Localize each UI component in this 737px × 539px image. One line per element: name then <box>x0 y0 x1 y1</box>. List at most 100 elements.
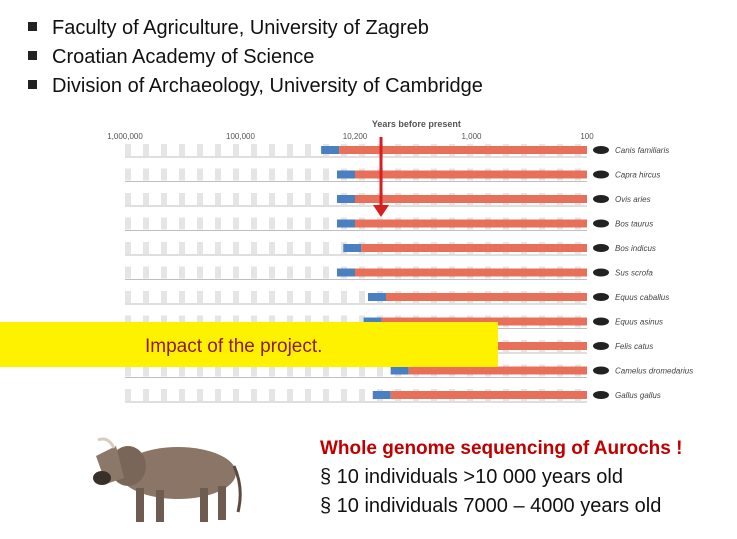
timeline-stripe <box>179 266 185 279</box>
timeline-stripe <box>143 315 149 328</box>
timeline-stripe <box>197 266 203 279</box>
timeline-stripe <box>197 291 203 303</box>
timeline-stripe <box>323 315 329 328</box>
timeline-stripe <box>125 193 131 205</box>
timeline-stripe <box>143 193 149 205</box>
timeline-stripe <box>251 315 257 328</box>
timeline-stripe <box>233 266 239 279</box>
domestication-origin-bar <box>367 293 386 301</box>
timeline-stripe <box>179 242 185 254</box>
species-label: Bos indicus <box>615 244 656 253</box>
timeline-stripe <box>215 315 221 328</box>
timeline-stripe <box>251 291 257 303</box>
timeline-stripe <box>287 364 293 377</box>
timeline-stripe <box>287 168 293 181</box>
timeline-stripe <box>233 242 239 254</box>
timeline-stripe <box>215 144 221 156</box>
axis-tick-label: 100,000 <box>226 132 255 141</box>
timeline-stripe <box>179 315 185 328</box>
timeline-stripe <box>197 144 203 156</box>
timeline-stripe <box>305 144 311 156</box>
timeline-stripe <box>161 217 167 230</box>
impact-banner-text: Impact of the project. <box>145 336 323 357</box>
axis-tick-label: 1,000 <box>461 132 482 141</box>
domestication-bar <box>385 293 587 301</box>
timeline-stripe <box>341 364 347 377</box>
timeline-stripe <box>269 242 275 254</box>
genome-line: § 10 individuals >10 000 years old <box>320 466 623 488</box>
timeline-stripe <box>215 291 221 303</box>
timeline-stripe <box>143 217 149 230</box>
timeline-stripe <box>305 242 311 254</box>
timeline-stripe <box>179 364 185 377</box>
timeline-stripe <box>161 144 167 156</box>
timeline-stripe <box>323 242 329 254</box>
timeline-stripe <box>305 266 311 279</box>
timeline-stripe <box>305 193 311 205</box>
timeline-stripe <box>161 315 167 328</box>
timeline-stripe <box>251 217 257 230</box>
timeline-stripe <box>161 168 167 181</box>
timeline-stripe <box>161 242 167 254</box>
timeline-stripe <box>269 291 275 303</box>
axis-tick-label: 100 <box>580 132 594 141</box>
timeline-stripe <box>215 242 221 254</box>
timeline-stripe <box>359 389 365 401</box>
timeline-stripe <box>305 168 311 181</box>
timeline-stripe <box>305 389 311 401</box>
timeline-stripe <box>323 389 329 401</box>
timeline-stripe <box>251 168 257 181</box>
timeline-stripe <box>269 193 275 205</box>
timeline-stripe <box>323 217 329 230</box>
timeline-stripe <box>323 168 329 181</box>
timeline-stripe <box>323 193 329 205</box>
timeline-stripe <box>233 144 239 156</box>
timeline-stripe <box>287 291 293 303</box>
timeline-stripe <box>269 168 275 181</box>
timeline-stripe <box>179 291 185 303</box>
timeline-stripe <box>251 144 257 156</box>
timeline-stripe <box>179 144 185 156</box>
timeline-stripe <box>125 291 131 303</box>
timeline-stripe <box>251 266 257 279</box>
timeline-stripe <box>305 291 311 303</box>
impact-banner: Impact of the project. <box>0 322 498 367</box>
timeline-stripe <box>143 389 149 401</box>
timeline-stripe <box>215 389 221 401</box>
species-label: Sus scrofa <box>615 269 653 278</box>
axis-tick-label: 1,000,000 <box>107 132 143 141</box>
timeline-stripe <box>233 168 239 181</box>
timeline-stripe <box>143 242 149 254</box>
animal-silhouette-icon <box>593 342 609 350</box>
timeline-stripe <box>197 364 203 377</box>
animal-silhouette-icon <box>593 268 609 277</box>
timeline-stripe <box>125 242 131 254</box>
timeline-stripe <box>125 364 131 377</box>
timeline-stripe <box>323 364 329 377</box>
domestication-bar <box>361 244 587 252</box>
domestication-origin-bar <box>321 146 340 154</box>
timeline-stripe <box>323 291 329 303</box>
timeline-stripe <box>215 217 221 230</box>
domestication-origin-bar <box>337 195 356 203</box>
timeline-stripe <box>287 144 293 156</box>
domestication-origin-bar <box>363 317 382 326</box>
timeline-stripe <box>251 364 257 377</box>
domestication-origin-bar <box>337 170 356 179</box>
timeline-stripe <box>161 389 167 401</box>
timeline-stripe <box>161 193 167 205</box>
timeline-stripe <box>143 364 149 377</box>
timeline-stripe <box>305 217 311 230</box>
timeline-stripe <box>215 168 221 181</box>
species-label: Capra hircus <box>615 171 660 180</box>
timeline-stripe <box>377 364 383 377</box>
domestication-origin-bar <box>390 366 409 375</box>
animal-silhouette-icon <box>593 317 609 326</box>
affiliation-item: Division of Archaeology, University of C… <box>22 72 483 101</box>
timeline-stripe <box>323 266 329 279</box>
animal-silhouette-icon <box>593 244 609 252</box>
timeline-stripe <box>341 389 347 401</box>
timeline-stripe <box>359 291 365 303</box>
timeline-stripe <box>143 266 149 279</box>
timeline-stripe <box>233 389 239 401</box>
